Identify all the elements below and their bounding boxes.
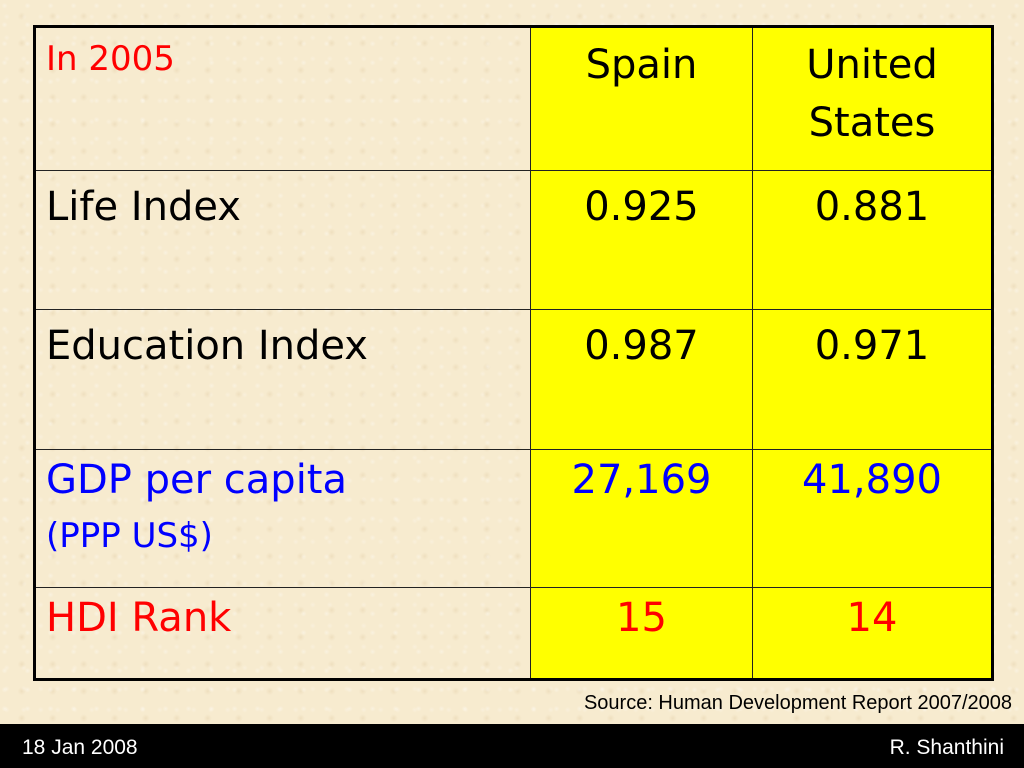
row-sub-label: (PPP US$) — [46, 515, 213, 556]
table-row-life-index: Life Index 0.925 0.881 — [34, 169, 993, 311]
cell-value: 0.971 — [752, 309, 993, 450]
cell-value: 27,169 — [530, 448, 753, 588]
column-header-label: Spain — [585, 42, 698, 88]
row-label: Life Index — [34, 169, 531, 311]
cell-value: 0.881 — [752, 169, 993, 311]
cell-value: 0.987 — [530, 309, 753, 450]
source-note: Source: Human Development Report 2007/20… — [583, 692, 1012, 714]
column-header-label: United States — [806, 42, 938, 146]
row-label-cell: GDP per capita (PPP US$) — [34, 448, 531, 588]
column-header-united-states: United States — [752, 26, 993, 171]
footer-author: R. Shanthini — [889, 736, 1004, 759]
table-row-gdp-per-capita: GDP per capita (PPP US$) 27,169 41,890 — [34, 448, 993, 588]
hdi-comparison-table: In 2005 Spain United States Life Index 0… — [33, 25, 994, 681]
table-row-education-index: Education Index 0.987 0.971 — [34, 309, 993, 450]
table-header-row: In 2005 Spain United States — [34, 26, 993, 171]
row-label: Education Index — [34, 309, 531, 450]
row-label: HDI Rank — [34, 586, 531, 681]
year-label: In 2005 — [46, 39, 175, 79]
cell-value: 41,890 — [752, 448, 993, 588]
table-row-hdi-rank: HDI Rank 15 14 — [34, 586, 993, 681]
cell-value: 14 — [752, 586, 993, 681]
footer-bar: 18 Jan 2008 R. Shanthini — [0, 724, 1024, 768]
footer-date: 18 Jan 2008 — [22, 736, 138, 759]
row-label: GDP per capita — [46, 456, 347, 503]
cell-value: 0.925 — [530, 169, 753, 311]
cell-value: 15 — [530, 586, 753, 681]
corner-cell: In 2005 — [34, 26, 531, 171]
column-header-spain: Spain — [530, 26, 753, 171]
